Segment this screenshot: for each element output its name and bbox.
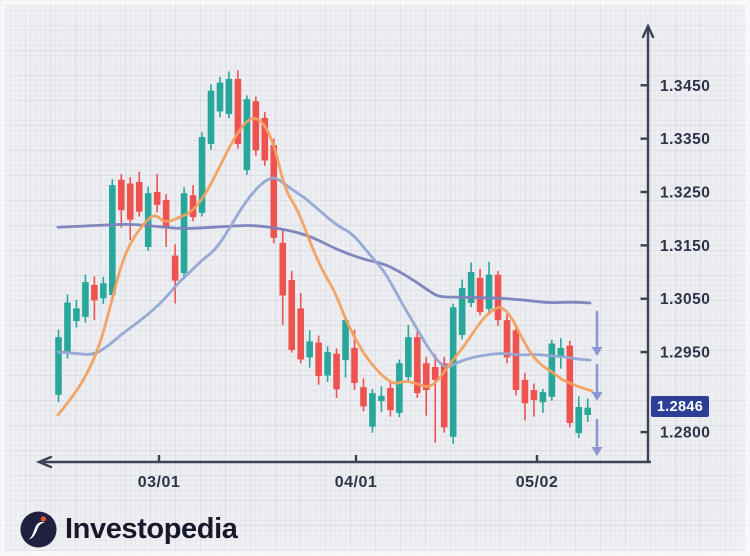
candle-up — [55, 329, 62, 403]
candle-down — [503, 314, 511, 364]
candle-down — [279, 228, 287, 325]
candle-up — [539, 388, 547, 413]
x-tick-label: 04/01 — [335, 474, 378, 491]
candle-up — [64, 294, 71, 359]
down-arrow-icon — [591, 418, 603, 456]
candle-up — [324, 346, 331, 382]
candle-up — [584, 398, 592, 422]
candle-up — [449, 303, 457, 444]
candle-down — [135, 171, 143, 217]
candle-down — [171, 244, 179, 304]
candle-down — [512, 324, 520, 396]
candle-up — [378, 386, 385, 412]
y-tick-label: 1.3350 — [660, 131, 710, 148]
candle-up — [180, 187, 188, 279]
down-arrows — [591, 310, 603, 456]
candle-down — [126, 177, 134, 241]
investopedia-logo: Investopedia — [20, 511, 238, 548]
ma-slow-line — [56, 222, 592, 305]
candle-up — [575, 396, 583, 438]
candle-down — [189, 185, 197, 222]
x-tick-label: 03/01 — [138, 474, 181, 491]
candle-down — [521, 372, 529, 421]
candle-up — [82, 274, 89, 323]
candle-up — [100, 276, 107, 305]
candle-up — [73, 299, 80, 328]
candle-up — [369, 388, 376, 433]
candle-up — [458, 279, 466, 340]
candle-up — [405, 324, 412, 382]
y-tick-label: 1.3450 — [660, 78, 710, 95]
candle-down — [91, 276, 98, 321]
candle-down — [333, 348, 340, 398]
candle-down — [117, 173, 125, 228]
y-tick-label: 1.2950 — [660, 345, 710, 362]
candle-down — [153, 173, 161, 213]
candle-down — [252, 96, 260, 156]
down-arrow-icon — [591, 363, 603, 401]
candle-up — [207, 84, 215, 150]
candle-up — [342, 316, 349, 378]
candle-down — [288, 270, 296, 353]
y-tick-label: 1.3150 — [660, 238, 710, 255]
y-tick-label: 1.3250 — [660, 185, 710, 202]
candle-up — [216, 76, 224, 118]
candle-down — [270, 138, 278, 244]
candle-up — [485, 261, 493, 315]
candle-down — [387, 380, 394, 417]
y-axis-labels: 1.3450 1.3350 1.3250 1.3150 1.3050 1.2950 1.28… — [640, 78, 710, 442]
axes — [35, 23, 655, 469]
candle-up — [306, 330, 313, 368]
investopedia-wordmark: Investopedia — [65, 513, 238, 545]
ma-mid-line — [56, 176, 592, 369]
candle-down — [431, 354, 439, 443]
candle-down — [360, 378, 367, 412]
down-arrow-icon — [591, 310, 603, 356]
candle-down — [261, 111, 269, 166]
candle-down — [476, 268, 484, 316]
y-tick-label: 1.3050 — [660, 291, 710, 308]
candle-down — [315, 335, 322, 385]
candle-down — [530, 383, 538, 417]
candle-up — [109, 179, 116, 300]
last-price-badge: 1.2846 — [651, 396, 709, 417]
candle-up — [467, 262, 475, 308]
x-axis-arrow-icon — [35, 455, 53, 469]
investopedia-logo-icon — [20, 511, 57, 548]
x-axis-labels: 03/01 04/01 05/02 — [138, 455, 559, 491]
candles — [55, 70, 592, 444]
candle-up — [225, 71, 233, 119]
candle-down — [414, 330, 421, 398]
candle-up — [243, 95, 251, 175]
candle-down — [297, 292, 304, 364]
ma-fast-line — [56, 116, 594, 417]
x-tick-label: 05/02 — [516, 474, 559, 491]
candle-up — [396, 359, 403, 418]
y-tick-label: 1.2800 — [660, 425, 710, 442]
candle-up — [557, 338, 565, 369]
y-axis-arrow-icon — [641, 23, 655, 39]
candle-down — [234, 70, 242, 149]
